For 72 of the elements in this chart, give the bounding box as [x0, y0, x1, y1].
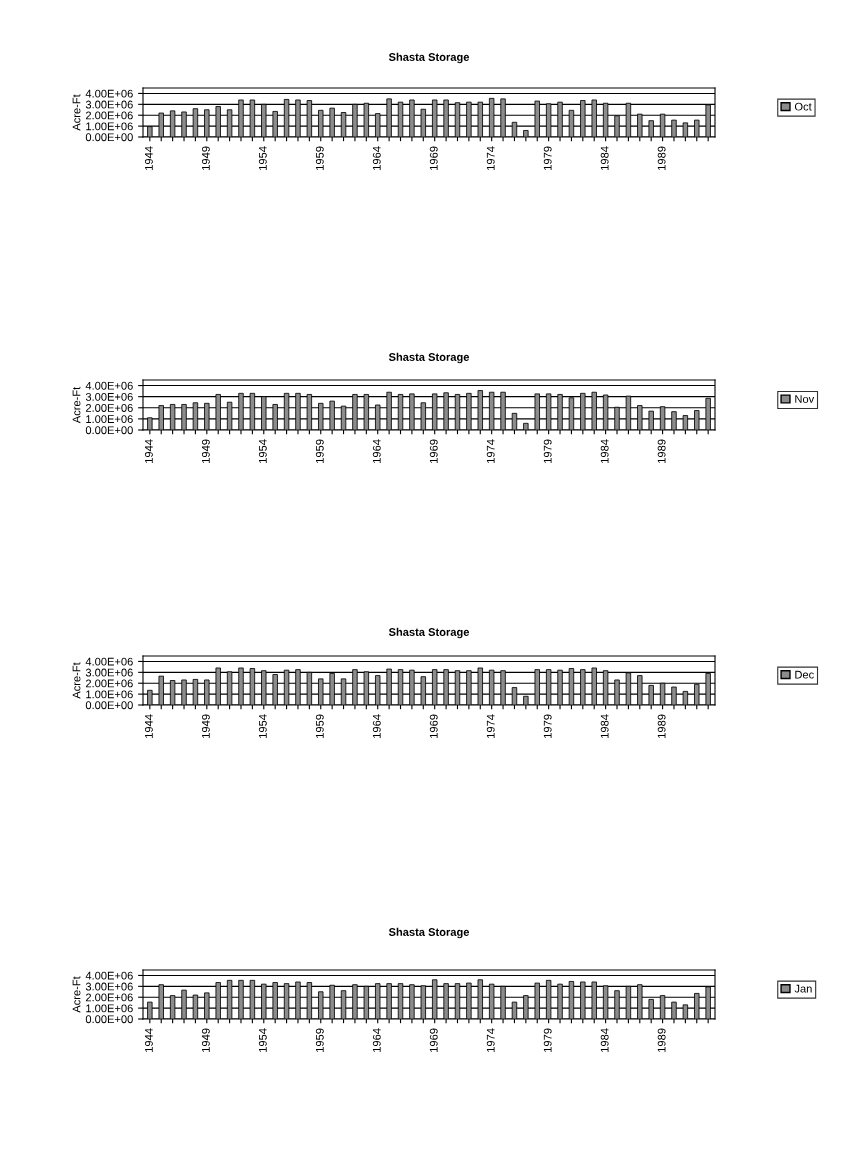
legend-label: Nov [795, 395, 815, 403]
x-tick-label: 1954 [258, 439, 267, 463]
x-tick-label: 1989 [657, 439, 666, 463]
chart-title: Shasta Storage [388, 352, 470, 364]
x-tick-label: 1984 [600, 146, 609, 170]
x-tick-label: 1979 [543, 1028, 552, 1052]
y-tick-label: 2.00E+06 [85, 679, 133, 688]
x-tick-label: 1964 [372, 714, 381, 738]
x-tick-label: 1969 [429, 146, 438, 170]
y-tick-label: 3.00E+06 [85, 100, 133, 109]
x-tick-label: 1984 [600, 1028, 609, 1052]
y-axis-title: Acre-Ft [72, 976, 81, 1013]
x-tick-label: 1974 [486, 1028, 495, 1052]
y-tick-label: 3.00E+06 [85, 982, 133, 991]
x-tick-label: 1984 [600, 714, 609, 738]
y-tick-label: 0.00E+00 [85, 133, 133, 142]
x-tick-label: 1979 [543, 146, 552, 170]
chart-title: Shasta Storage [388, 927, 470, 939]
y-tick-label: 1.00E+06 [86, 1004, 133, 1013]
x-tick-label: 1949 [201, 146, 210, 170]
y-tick-label: 1.00E+06 [86, 122, 133, 131]
x-tick-label: 1969 [429, 439, 438, 463]
y-axis-title: Acre-Ft [72, 662, 81, 699]
x-tick-label: 1969 [429, 714, 438, 738]
y-tick-label: 2.00E+06 [85, 111, 133, 120]
legend-label: Dec [795, 670, 814, 679]
y-tick-label: 0.00E+00 [85, 1015, 133, 1024]
x-tick-label: 1974 [486, 714, 495, 738]
x-tick-label: 1944 [144, 714, 153, 738]
x-tick-label: 1949 [201, 439, 210, 463]
x-tick-label: 1959 [315, 714, 324, 738]
x-tick-label: 1954 [258, 714, 267, 738]
y-tick-label: 1.00E+06 [86, 415, 133, 424]
x-tick-label: 1944 [144, 146, 153, 170]
y-tick-label: 0.00E+00 [85, 701, 133, 710]
y-tick-label: 3.00E+06 [85, 668, 133, 677]
legend-label: Oct [794, 102, 812, 111]
x-tick-label: 1959 [315, 146, 324, 170]
x-tick-label: 1974 [486, 439, 495, 463]
x-tick-label: 1974 [486, 146, 495, 170]
x-tick-label: 1944 [144, 1028, 153, 1052]
x-tick-label: 1989 [657, 146, 666, 170]
y-tick-label: 2.00E+06 [85, 404, 133, 412]
chart-title: Shasta Storage [388, 627, 470, 639]
x-tick-label: 1989 [657, 1028, 666, 1052]
x-tick-label: 1964 [372, 439, 381, 463]
x-tick-label: 1964 [372, 146, 381, 170]
y-axis-title: Acre-Ft [72, 94, 81, 131]
x-tick-label: 1959 [315, 439, 324, 463]
y-tick-label: 4.00E+06 [85, 89, 133, 98]
x-tick-label: 1949 [201, 714, 210, 738]
x-tick-label: 1954 [258, 146, 267, 170]
x-tick-label: 1989 [657, 714, 666, 738]
legend-label: Jan [794, 984, 812, 993]
x-tick-label: 1969 [429, 1028, 438, 1052]
x-tick-label: 1984 [600, 439, 609, 463]
y-axis-title: Acre-Ft [72, 386, 81, 424]
y-tick-label: 4.00E+06 [85, 657, 133, 666]
x-tick-label: 1954 [258, 1028, 267, 1052]
chart-title: Shasta Storage [388, 52, 470, 64]
x-tick-label: 1959 [315, 1028, 324, 1052]
x-tick-label: 1979 [543, 439, 552, 463]
y-tick-label: 0.00E+00 [85, 426, 133, 435]
y-tick-label: 2.00E+06 [85, 993, 133, 1002]
x-tick-label: 1944 [144, 439, 153, 463]
y-tick-label: 4.00E+06 [85, 971, 133, 980]
y-tick-label: 4.00E+06 [85, 381, 133, 390]
y-tick-label: 3.00E+06 [85, 392, 133, 401]
x-tick-label: 1949 [201, 1028, 210, 1052]
x-tick-label: 1979 [543, 714, 552, 738]
y-tick-label: 1.00E+06 [86, 690, 133, 699]
x-tick-label: 1964 [372, 1028, 381, 1052]
